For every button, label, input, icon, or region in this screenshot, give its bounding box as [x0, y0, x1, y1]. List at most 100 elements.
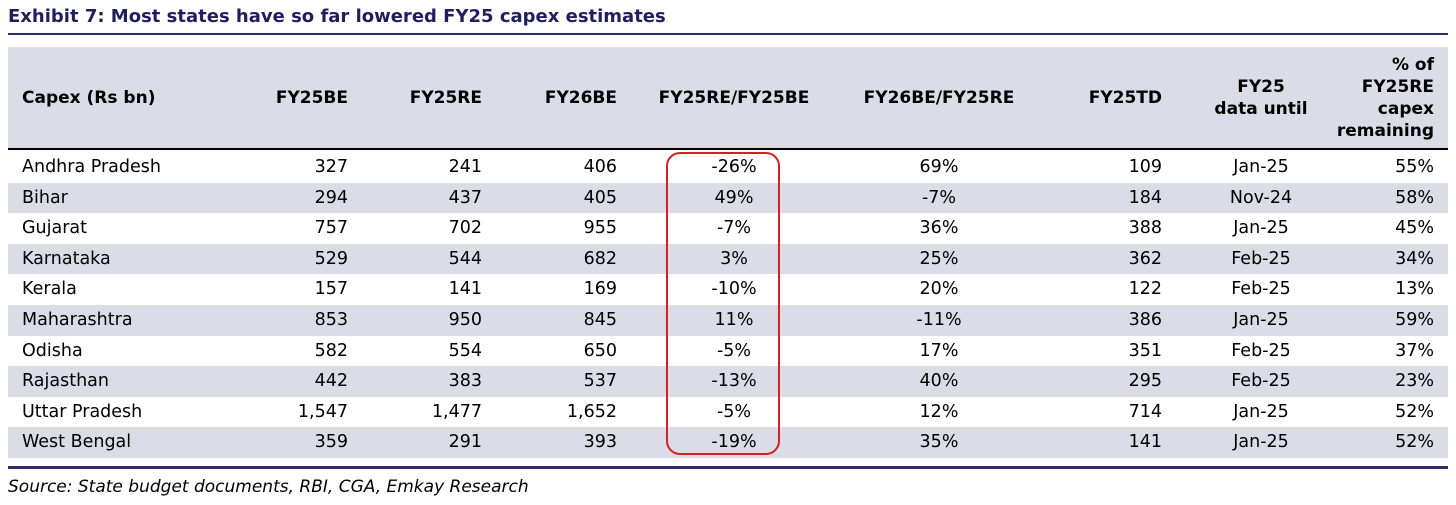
cell-fy25be: 853 [314, 309, 348, 330]
cell-fy25be: 359 [314, 432, 348, 453]
cell-fy26be: 405 [583, 187, 617, 208]
cell-data_until: Feb-25 [1231, 371, 1291, 392]
column-header-line: FY25BE [275, 88, 348, 108]
table-row: Gujarat 757 702 955 -7% 36% 388 Jan-25 45% [8, 213, 1448, 244]
cell-fy25td: 184 [1128, 187, 1162, 208]
cell-state: West Bengal [22, 432, 132, 453]
table-row: Kerala 157 141 169 -10% 20% 122 Feb-25 13% [8, 274, 1448, 305]
title-rule [8, 33, 1448, 35]
cell-fy26be: 406 [583, 157, 617, 177]
cell-fy26be: 537 [583, 371, 617, 392]
column-header-fy25td: FY25TD [1052, 87, 1162, 109]
cell-fy25td: 388 [1128, 218, 1162, 239]
cell-state: Rajasthan [22, 371, 109, 392]
cell-fy25re: 544 [448, 248, 482, 269]
cell-be26_re25: 35% [919, 432, 959, 453]
cell-fy25td: 141 [1128, 432, 1162, 453]
table-row: Maharashtra 853 950 845 11% -11% 386 Jan-25 59% [8, 304, 1448, 336]
column-header-re_be: FY25RE/FY25BE [639, 87, 829, 109]
cell-fy25be: 294 [314, 187, 348, 208]
cell-be26_re25: 36% [919, 218, 959, 239]
cell-fy26be: 393 [583, 432, 617, 453]
cell-fy25re: 241 [448, 157, 482, 177]
table-row: Andhra Pradesh 327 241 406 -26% 69% 109 Jan-25 5… [8, 152, 1448, 183]
cell-fy25be: 157 [314, 279, 348, 300]
cell-fy25be: 442 [314, 371, 348, 392]
column-header-fy25be: FY25BE [238, 87, 348, 109]
cell-fy25re: 702 [448, 218, 482, 239]
cell-fy25re: 291 [448, 432, 482, 453]
cell-fy25td: 351 [1128, 340, 1162, 361]
cell-data_until: Feb-25 [1231, 340, 1291, 361]
cell-fy25re: 437 [448, 187, 482, 208]
bottom-rule [8, 466, 1448, 469]
cell-re_be: -26% [711, 157, 757, 177]
cell-fy25be: 582 [314, 340, 348, 361]
table-row: Bihar 294 437 405 49% -7% 184 Nov-24 58% [8, 182, 1448, 214]
cell-fy26be: 955 [583, 218, 617, 239]
cell-remaining: 59% [1395, 309, 1434, 330]
cell-remaining: 13% [1395, 279, 1434, 300]
column-header-line: FY26BE [544, 88, 617, 108]
cell-fy25td: 122 [1128, 279, 1162, 300]
cell-be26_re25: -7% [921, 187, 957, 208]
cell-fy25re: 1,477 [431, 401, 482, 422]
cell-re_be: -10% [711, 279, 757, 300]
cell-re_be: -19% [711, 432, 757, 453]
exhibit-title: Exhibit 7: Most states have so far lower… [8, 6, 666, 27]
cell-fy26be: 650 [583, 340, 617, 361]
cell-data_until: Jan-25 [1233, 401, 1289, 422]
cell-re_be: -7% [716, 218, 752, 239]
cell-fy25be: 327 [314, 157, 348, 177]
column-header-remaining: % of FY25RE capex remaining [1314, 54, 1434, 142]
column-header-line: FY25RE [409, 88, 482, 108]
cell-data_until: Jan-25 [1233, 218, 1289, 239]
cell-fy25td: 362 [1128, 248, 1162, 269]
cell-fy25be: 757 [314, 218, 348, 239]
column-header-line: capex [1377, 99, 1434, 119]
cell-fy26be: 845 [583, 309, 617, 330]
cell-data_until: Jan-25 [1233, 432, 1289, 453]
column-header-line: FY25 [1237, 77, 1285, 97]
cell-fy25td: 295 [1128, 371, 1162, 392]
column-header-line: Capex (Rs bn) [22, 88, 156, 108]
column-header-fy26be: FY26BE [507, 87, 617, 109]
header-divider [8, 148, 1448, 150]
cell-state: Gujarat [22, 218, 88, 239]
cell-remaining: 52% [1395, 401, 1434, 422]
cell-data_until: Feb-25 [1231, 279, 1291, 300]
column-header-line: data until [1214, 99, 1308, 119]
cell-data_until: Feb-25 [1231, 248, 1291, 269]
cell-state: Kerala [22, 279, 77, 300]
cell-remaining: 23% [1395, 371, 1434, 392]
cell-remaining: 58% [1395, 187, 1434, 208]
cell-re_be: 3% [720, 248, 748, 269]
cell-re_be: -5% [716, 340, 752, 361]
column-header-line: FY25TD [1088, 88, 1162, 108]
table-row: Uttar Pradesh 1,547 1,477 1,652 -5% 12% 714 Jan… [8, 397, 1448, 428]
cell-fy26be: 1,652 [566, 401, 617, 422]
cell-fy25td: 386 [1128, 309, 1162, 330]
cell-remaining: 52% [1395, 432, 1434, 453]
cell-state: Andhra Pradesh [22, 157, 161, 177]
cell-remaining: 34% [1395, 248, 1434, 269]
cell-fy25be: 529 [314, 248, 348, 269]
cell-remaining: 45% [1395, 218, 1434, 239]
cell-re_be: 11% [714, 309, 754, 330]
column-header-state: Capex (Rs bn) [22, 87, 242, 109]
cell-fy26be: 169 [583, 279, 617, 300]
source-note: Source: State budget documents, RBI, CGA… [8, 477, 529, 497]
cell-data_until: Jan-25 [1233, 309, 1289, 330]
column-header-line: % of [1391, 55, 1434, 75]
cell-fy25be: 1,547 [297, 401, 348, 422]
cell-fy25td: 109 [1128, 157, 1162, 177]
column-header-line: FY25RE [1361, 77, 1434, 97]
cell-state: Uttar Pradesh [22, 401, 143, 422]
table-row: Rajasthan 442 383 537 -13% 40% 295 Feb-25 23% [8, 366, 1448, 397]
cell-state: Odisha [22, 340, 83, 361]
cell-data_until: Nov-24 [1229, 187, 1293, 208]
table-row: Odisha 582 554 650 -5% 17% 351 Feb-25 37% [8, 336, 1448, 367]
cell-fy26be: 682 [583, 248, 617, 269]
table-row: West Bengal 359 291 393 -19% 35% 141 Jan-25 52% [8, 427, 1448, 458]
